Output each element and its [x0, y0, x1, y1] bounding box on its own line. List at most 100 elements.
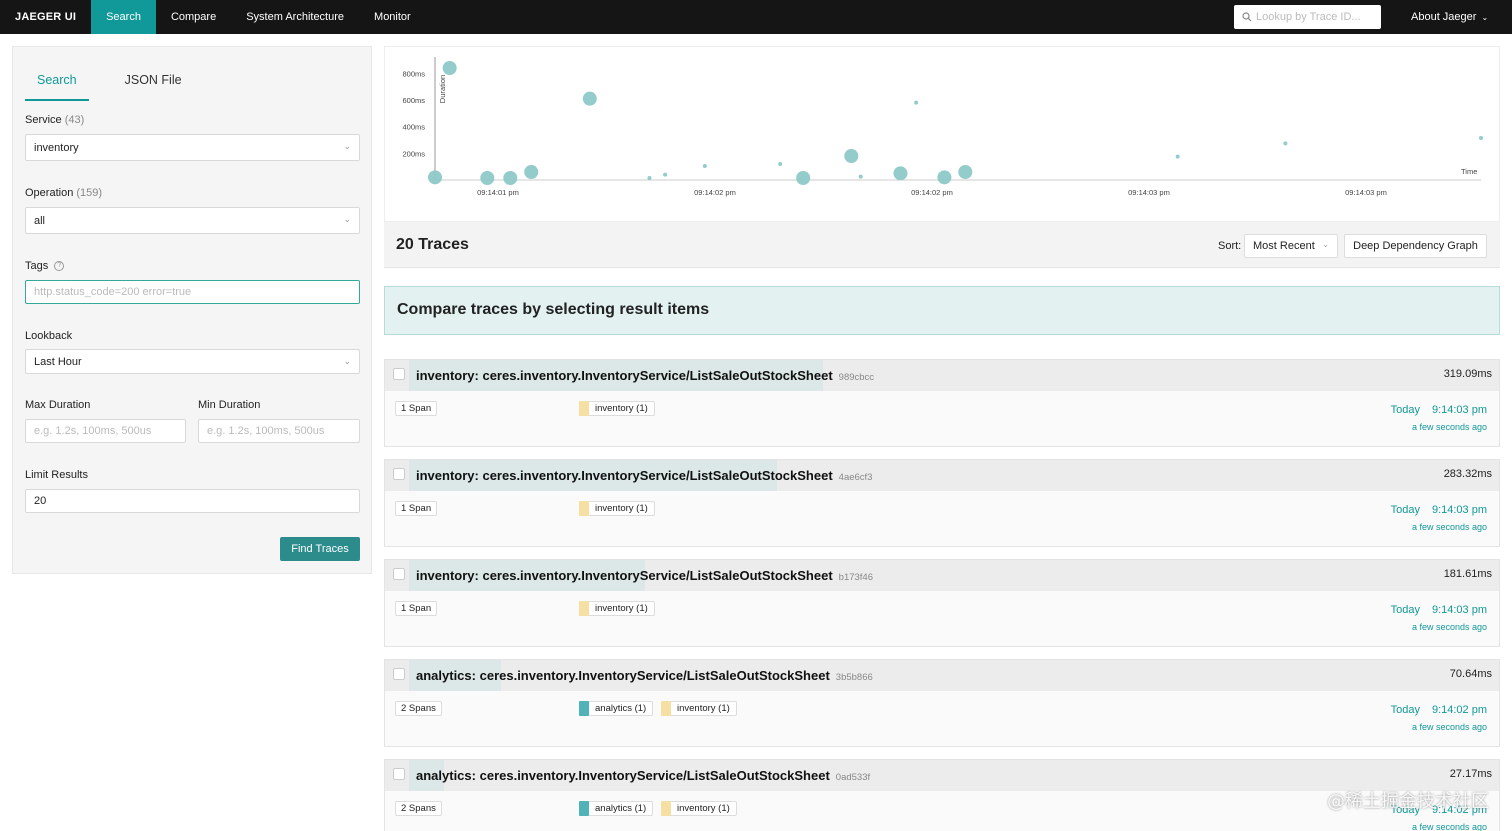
trace-start-time: Today 9:14:02 pm: [1391, 804, 1487, 816]
trace-point: [796, 171, 811, 185]
trace-id: 4ae6cf3: [838, 472, 873, 483]
duration-bar: [409, 560, 645, 591]
trace-operation: ceres.inventory.InventoryService/ListSal…: [479, 768, 830, 783]
compare-banner-text: Compare traces by selecting result items: [397, 301, 710, 318]
span-count-badge: 1 Span: [395, 501, 438, 516]
trace-select-checkbox[interactable]: [393, 368, 405, 380]
trace-select-checkbox[interactable]: [393, 468, 405, 480]
trace-item[interactable]: analytics: ceres.inventory.InventoryServ…: [384, 759, 1500, 831]
trace-title[interactable]: analytics: ceres.inventory.InventoryServ…: [416, 768, 870, 783]
tags-input[interactable]: [25, 280, 360, 304]
nav-search[interactable]: Search: [91, 0, 156, 34]
trace-time: 9:14:03 pm: [1431, 604, 1487, 616]
trace-title[interactable]: inventory: ceres.inventory.InventoryServ…: [416, 368, 874, 383]
trace-start-time: Today 9:14:02 pm: [1391, 704, 1487, 716]
trace-lookup: [1234, 5, 1381, 29]
service-color-swatch: [579, 701, 589, 716]
service-color-swatch: [579, 401, 589, 416]
trace-point: [503, 171, 518, 185]
trace-item[interactable]: inventory: ceres.inventory.InventoryServ…: [384, 559, 1500, 647]
trace-operation: ceres.inventory.InventoryService/ListSal…: [482, 568, 833, 583]
find-traces-button[interactable]: Find Traces: [280, 537, 360, 561]
tab-json-file[interactable]: JSON File: [124, 73, 182, 87]
trace-header[interactable]: inventory: ceres.inventory.InventoryServ…: [385, 360, 1499, 391]
trace-point: [858, 174, 863, 179]
trace-operation: ceres.inventory.InventoryService/ListSal…: [482, 468, 833, 483]
search-tabs: Search JSON File: [25, 67, 194, 101]
trace-point: [524, 165, 539, 179]
trace-point: [1283, 141, 1288, 146]
nav-compare[interactable]: Compare: [170, 11, 217, 23]
x-tick-label: 09:14:03 pm: [1128, 188, 1170, 197]
trace-point: [914, 100, 919, 105]
min-duration-label: Min Duration: [198, 399, 261, 411]
span-count-badge: 2 Spans: [395, 801, 442, 816]
chevron-down-icon: ⌄: [1481, 12, 1489, 22]
y-tick-label: 400ms: [402, 123, 425, 132]
trace-start-time: Today 9:14:03 pm: [1391, 604, 1487, 616]
x-axis-label: Time: [1461, 167, 1477, 176]
trace-start-time: Today 9:14:03 pm: [1391, 404, 1487, 416]
trace-scatter-chart: 800ms 600ms 400ms 200ms Duration Time 09:14:01…: [384, 46, 1500, 222]
trace-title[interactable]: inventory: ceres.inventory.InventoryServ…: [416, 568, 873, 583]
trace-select-checkbox[interactable]: [393, 768, 405, 780]
trace-select-checkbox[interactable]: [393, 568, 405, 580]
trace-point: [937, 170, 952, 185]
service-select[interactable]: inventory ⌄: [25, 134, 360, 161]
nav-system-architecture[interactable]: System Architecture: [246, 11, 345, 23]
trace-duration: 27.17ms: [1449, 768, 1492, 780]
trace-header[interactable]: analytics: ceres.inventory.InventoryServ…: [385, 660, 1499, 691]
trace-header[interactable]: inventory: ceres.inventory.InventoryServ…: [385, 460, 1499, 491]
trace-point: [442, 61, 457, 75]
service-color-swatch: [579, 801, 589, 816]
trace-header[interactable]: analytics: ceres.inventory.InventoryServ…: [385, 760, 1499, 791]
trace-relative-time: a few seconds ago: [1411, 622, 1487, 632]
trace-id-input[interactable]: [1256, 11, 1374, 23]
service-label-text: Service: [25, 114, 62, 126]
trace-title[interactable]: inventory: ceres.inventory.InventoryServ…: [416, 468, 872, 483]
about-jaeger-menu[interactable]: About Jaeger ⌄: [1398, 0, 1501, 34]
trace-point: [1175, 154, 1180, 159]
service-tag-label: inventory (1): [677, 703, 730, 714]
max-duration-input[interactable]: [25, 419, 186, 443]
lookback-select[interactable]: Last Hour ⌄: [25, 349, 360, 374]
sort-label: Sort:: [1218, 240, 1242, 252]
trace-header[interactable]: inventory: ceres.inventory.InventoryServ…: [385, 560, 1499, 591]
deep-dependency-graph-button[interactable]: Deep Dependency Graph: [1344, 234, 1487, 258]
tab-search[interactable]: Search: [25, 67, 89, 101]
trace-sep: :: [471, 768, 480, 783]
service-tag: inventory (1): [661, 801, 737, 816]
trace-item[interactable]: inventory: ceres.inventory.InventoryServ…: [384, 459, 1500, 547]
trace-service: analytics: [416, 668, 472, 683]
trace-date: Today: [1390, 604, 1420, 616]
search-form-panel: Search JSON File Service (43) inventory …: [12, 46, 372, 574]
trace-select-checkbox[interactable]: [393, 668, 405, 680]
max-duration-label: Max Duration: [25, 399, 91, 411]
trace-sep: :: [474, 368, 483, 383]
min-duration-input[interactable]: [198, 419, 360, 443]
service-color-swatch: [661, 801, 671, 816]
trace-point: [893, 166, 908, 181]
trace-item[interactable]: inventory: ceres.inventory.InventoryServ…: [384, 359, 1500, 447]
trace-operation: ceres.inventory.InventoryService/ListSal…: [482, 368, 833, 383]
duration-bar: [409, 660, 501, 691]
trace-duration: 70.64ms: [1449, 668, 1492, 680]
span-count-badge: 1 Span: [395, 601, 438, 616]
nav-monitor[interactable]: Monitor: [374, 11, 411, 23]
service-tag: inventory (1): [579, 401, 655, 416]
y-tick-label: 800ms: [402, 69, 425, 78]
x-tick-label: 09:14:03 pm: [1345, 188, 1387, 197]
limit-input[interactable]: [25, 489, 360, 513]
trace-duration: 283.32ms: [1443, 468, 1492, 480]
operation-select[interactable]: all ⌄: [25, 207, 360, 234]
trace-point: [844, 149, 859, 163]
sort-select[interactable]: Most Recent ⌄: [1244, 234, 1338, 258]
trace-date: Today: [1390, 704, 1420, 716]
trace-title[interactable]: analytics: ceres.inventory.InventoryServ…: [416, 668, 873, 683]
help-icon[interactable]: ?: [54, 261, 65, 272]
service-tag: inventory (1): [661, 701, 737, 716]
trace-item[interactable]: analytics: ceres.inventory.InventoryServ…: [384, 659, 1500, 747]
brand-logo[interactable]: JAEGER UI: [15, 11, 77, 23]
service-tag-label: inventory (1): [595, 403, 648, 414]
service-label: Service (43): [25, 114, 84, 126]
